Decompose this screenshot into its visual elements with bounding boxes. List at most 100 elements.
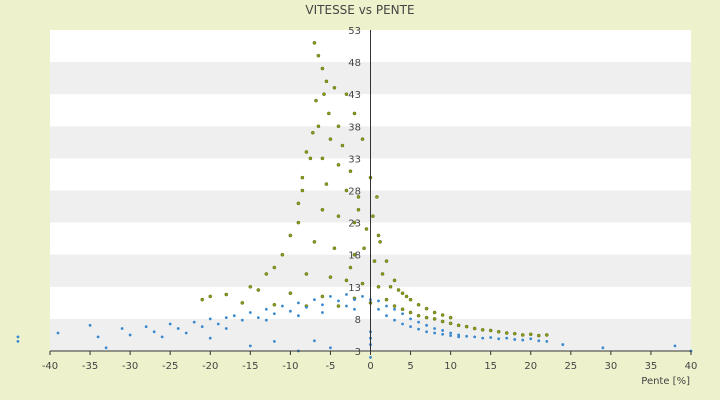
- data-point-series-a: [448, 315, 453, 320]
- data-point-series-a: [488, 328, 493, 333]
- x-axis-label: Pente [%]: [641, 376, 690, 387]
- data-point-series-b: [441, 329, 445, 332]
- data-point-series-b: [337, 299, 340, 303]
- data-point-series-b: [433, 327, 436, 330]
- data-point-series-a: [480, 328, 485, 332]
- data-point-series-b: [441, 332, 445, 336]
- data-point-series-a: [332, 85, 337, 90]
- x-tick-label: -30: [122, 361, 138, 372]
- x-tick-label: 25: [564, 361, 577, 372]
- data-point-series-b: [481, 336, 485, 340]
- data-point-series-b: [240, 318, 244, 322]
- data-point-series-b: [280, 304, 284, 308]
- data-point-series-b: [296, 314, 300, 318]
- data-point-series-b: [449, 334, 453, 337]
- data-point-series-a: [324, 182, 329, 186]
- data-point-series-a: [336, 163, 341, 167]
- data-point-series-a: [304, 150, 309, 154]
- data-points: [16, 41, 693, 359]
- data-point-series-b: [208, 317, 212, 321]
- y-tick-label: 13: [348, 283, 361, 294]
- data-point-series-a: [504, 331, 509, 335]
- data-point-series-a: [328, 275, 333, 279]
- data-point-series-b: [513, 338, 517, 341]
- data-point-series-a: [512, 331, 517, 336]
- data-point-series-b: [393, 318, 396, 322]
- data-point-series-b: [417, 327, 420, 331]
- data-point-series-a: [316, 53, 321, 58]
- data-point-series-a: [416, 313, 421, 318]
- data-point-series-b: [272, 312, 276, 316]
- data-point-series-b: [264, 307, 268, 311]
- x-tick-label: -10: [282, 361, 298, 372]
- y-tick-label: 28: [348, 187, 361, 198]
- data-point-series-a: [344, 92, 349, 96]
- data-point-series-b: [144, 325, 148, 329]
- data-point-series-b: [264, 318, 268, 322]
- data-point-series-a: [240, 301, 245, 305]
- x-tick-label: 20: [524, 361, 537, 372]
- data-point-series-a: [388, 284, 393, 289]
- data-point-series-b: [561, 343, 565, 346]
- data-point-series-b: [329, 346, 332, 350]
- x-tick-label: -20: [202, 361, 218, 372]
- data-point-series-a: [322, 92, 326, 96]
- data-point-series-a: [352, 220, 357, 225]
- data-point-series-a: [296, 201, 301, 206]
- y-tick-label: 33: [348, 154, 361, 165]
- data-point-series-b: [208, 336, 212, 340]
- data-point-series-b: [192, 320, 196, 324]
- data-point-series-a: [352, 111, 357, 116]
- data-point-series-b: [16, 335, 20, 339]
- chart-title: VITESSE vs PENTE: [305, 3, 414, 17]
- data-point-series-a: [371, 214, 375, 218]
- data-point-series-a: [424, 306, 429, 311]
- data-point-series-b: [176, 327, 180, 330]
- data-point-series-b: [385, 314, 388, 318]
- data-point-series-b: [433, 331, 436, 335]
- data-point-series-a: [311, 130, 315, 135]
- x-tick-label: 5: [407, 361, 413, 372]
- data-point-series-a: [288, 291, 293, 296]
- x-tick-label: -5: [325, 361, 335, 372]
- data-point-series-b: [248, 344, 252, 348]
- data-point-series-a: [304, 272, 309, 276]
- data-point-series-a: [200, 297, 205, 302]
- data-point-series-b: [232, 314, 236, 318]
- data-point-series-b: [313, 298, 316, 302]
- data-point-series-a: [472, 326, 477, 331]
- data-point-series-b: [256, 316, 260, 320]
- data-point-series-a: [314, 98, 318, 103]
- data-point-series-b: [529, 337, 533, 341]
- y-tick-label: 48: [348, 58, 361, 69]
- y-tick-label: 18: [348, 251, 361, 262]
- data-point-series-a: [320, 294, 325, 299]
- data-point-series-a: [496, 329, 501, 334]
- data-point-series-a: [528, 332, 533, 337]
- data-point-series-a: [332, 246, 337, 251]
- data-point-series-a: [324, 79, 329, 84]
- data-point-series-a: [356, 207, 361, 212]
- data-point-series-b: [296, 301, 300, 305]
- data-point-series-a: [320, 207, 325, 212]
- data-point-series-a: [448, 321, 453, 326]
- data-point-series-a: [396, 288, 401, 292]
- data-point-series-b: [152, 330, 156, 334]
- data-point-series-a: [312, 240, 317, 244]
- data-point-series-a: [340, 143, 345, 148]
- data-point-series-a: [312, 41, 317, 45]
- data-point-series-a: [416, 302, 421, 307]
- data-point-series-a: [272, 265, 277, 270]
- data-point-series-a: [288, 233, 293, 238]
- data-point-series-a: [248, 284, 253, 289]
- data-point-series-b: [224, 316, 228, 320]
- data-point-series-a: [328, 137, 333, 141]
- data-point-series-a: [440, 319, 445, 324]
- data-point-series-b: [473, 335, 477, 339]
- data-point-series-a: [296, 220, 301, 225]
- data-point-series-b: [160, 335, 164, 339]
- data-point-series-a: [316, 124, 321, 129]
- data-point-series-b: [272, 339, 276, 343]
- data-point-series-b: [56, 331, 60, 335]
